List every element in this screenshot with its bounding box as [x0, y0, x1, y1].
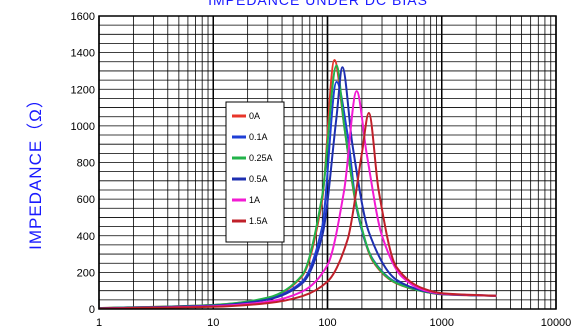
y-tick-label: 600: [77, 194, 95, 206]
y-axis-label: IMPEDANCE（Ω）: [26, 90, 45, 250]
x-tick-labels: 1 10 100 1000 10000: [96, 317, 571, 329]
y-tick-label: 400: [77, 231, 95, 243]
legend: 0A 0.1A 0.25A 0.5A 1A 1.5A: [225, 101, 285, 243]
y-tick-label: 0: [89, 304, 95, 316]
x-tick-label: 100: [318, 317, 336, 329]
y-tick-label: 1200: [71, 84, 95, 96]
y-tick-label: 1000: [71, 121, 95, 133]
y-tick-label: 800: [77, 158, 95, 170]
y-tick-label: 200: [77, 267, 95, 279]
legend-label: 0.5A: [249, 174, 268, 184]
x-tick-label: 10000: [541, 317, 572, 329]
series-lines: [98, 58, 497, 310]
y-tick-labels: 0 200 400 600 800 1000 1200 1400 1600: [71, 11, 95, 316]
legend-label: 1.5A: [249, 216, 268, 226]
legend-box: [225, 101, 285, 243]
y-tick-label: 1600: [71, 11, 95, 23]
plot-border: [98, 15, 557, 310]
x-tick-label: 1000: [430, 317, 454, 329]
legend-label: 0.25A: [249, 153, 273, 163]
y-tick-label: 1400: [71, 48, 95, 60]
x-tick-label: 10: [207, 317, 219, 329]
legend-label: 0A: [249, 111, 260, 121]
x-tick-label: 1: [96, 317, 102, 329]
series-line-1a: [98, 90, 497, 310]
legend-label: 1A: [249, 195, 260, 205]
chart-title: IMPEDANCE UNDER DC BIAS: [208, 0, 428, 8]
legend-label: 0.1A: [249, 132, 268, 142]
series-line-1-5a: [98, 112, 497, 310]
